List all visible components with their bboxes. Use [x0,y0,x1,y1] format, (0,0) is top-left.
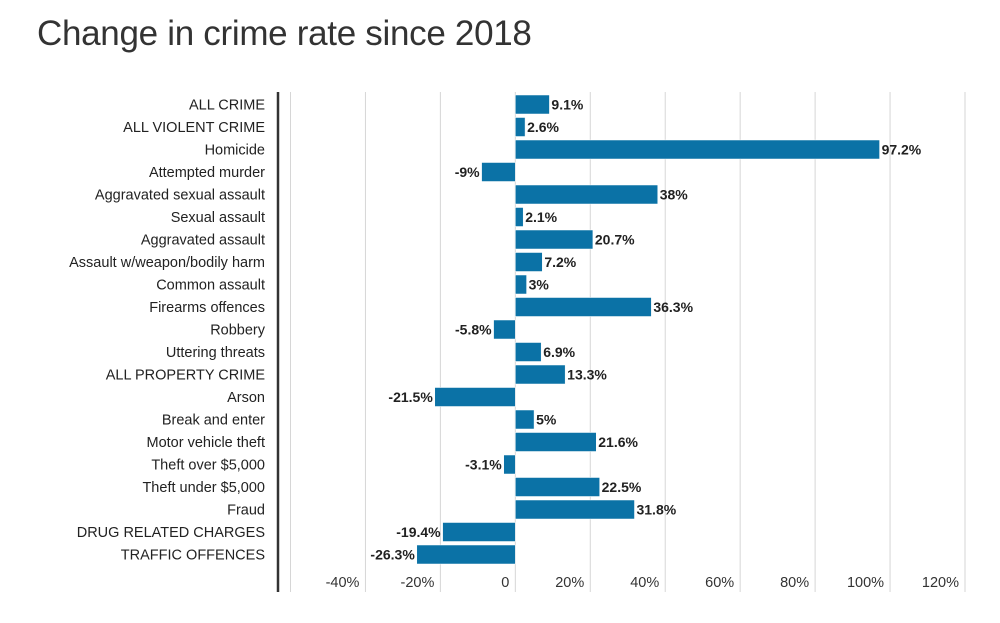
category-label: Homicide [205,143,265,159]
category-label: Aggravated sexual assault [95,188,265,204]
category-label: ALL PROPERTY CRIME [106,368,266,384]
bar [515,117,526,137]
category-label: Attempted murder [149,165,265,181]
category-label: ALL VIOLENT CRIME [123,120,265,136]
category-label: Common assault [156,278,265,294]
value-label: 20.7% [595,232,635,248]
bar [515,184,658,205]
bar [434,387,516,407]
bar [481,162,516,182]
bar [515,432,597,452]
chart-title: Change in crime rate since 2018 [37,14,532,53]
bar [515,229,594,250]
category-label: Arson [227,390,265,406]
category-label: TRAFFIC OFFENCES [121,548,265,564]
value-label: -9% [455,164,480,180]
bar [416,544,516,565]
x-tick-label: 60% [705,575,734,591]
value-label: 3% [529,277,550,293]
category-label: Theft under $5,000 [142,480,265,496]
value-label: 6.9% [543,344,575,360]
value-label: -3.1% [465,457,502,473]
bar [515,252,543,272]
x-tick-label: 20% [555,575,584,591]
value-label: 97.2% [882,142,922,158]
value-label: 22.5% [602,479,642,495]
value-label: -19.4% [396,524,441,540]
value-label: 5% [536,412,557,428]
value-label: -26.3% [370,547,415,563]
bar [515,477,600,497]
category-label: Break and enter [162,413,265,429]
value-label: 2.1% [525,209,557,225]
category-label: Uttering threats [166,345,265,361]
bar [442,522,516,542]
bar [515,274,527,295]
x-tick-label: 0 [501,575,509,591]
value-label: 21.6% [598,434,638,450]
category-label: Robbery [210,323,266,339]
value-label: -5.8% [455,322,492,338]
bar [515,139,880,160]
category-label: Theft over $5,000 [151,458,265,474]
category-label: Assault w/weapon/bodily harm [69,255,265,271]
bar [515,342,542,362]
value-label: 7.2% [544,254,576,270]
bar [515,94,550,115]
bar [503,454,516,475]
x-tick-label: 80% [780,575,809,591]
category-label: Sexual assault [171,210,265,226]
x-tick-label: -40% [326,575,360,591]
value-label: 36.3% [653,299,693,315]
bar [515,297,652,317]
x-tick-label: -20% [401,575,435,591]
bar [515,364,566,385]
category-label: Fraud [227,503,265,519]
value-label: 9.1% [551,97,583,113]
bar [515,207,524,227]
category-label: Aggravated assault [141,233,265,249]
category-label: ALL CRIME [189,98,265,114]
value-label: 2.6% [527,119,559,135]
category-label: DRUG RELATED CHARGES [77,525,265,541]
x-tick-label: 100% [847,575,884,591]
value-label: -21.5% [388,389,433,405]
x-tick-label: 120% [922,575,959,591]
value-label: 38% [660,187,689,203]
bar [515,499,635,520]
x-tick-label: 40% [630,575,659,591]
category-label: Motor vehicle theft [147,435,265,451]
bar [493,319,516,340]
value-label: 13.3% [567,367,607,383]
category-label: Firearms offences [149,300,265,316]
bar [515,409,535,430]
value-label: 31.8% [636,502,676,518]
